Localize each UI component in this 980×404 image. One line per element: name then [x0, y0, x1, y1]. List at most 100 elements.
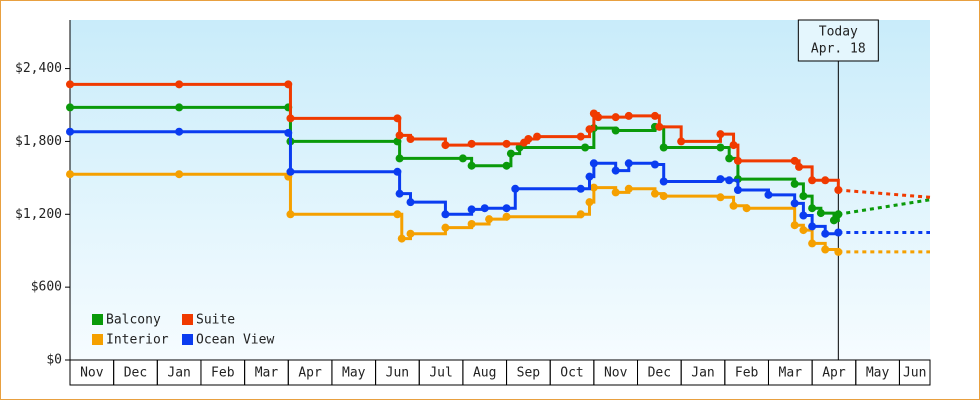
point	[393, 114, 402, 123]
point	[808, 222, 817, 231]
x-tick-label: Jul	[429, 366, 452, 381]
point	[790, 179, 799, 188]
x-tick-label: Mar	[255, 366, 279, 381]
point	[716, 193, 725, 202]
point	[799, 192, 808, 201]
point	[395, 189, 404, 198]
point	[524, 135, 533, 143]
point	[585, 198, 594, 207]
legend-label: Interior	[106, 333, 169, 348]
point	[808, 239, 817, 248]
x-tick-label: May	[342, 366, 366, 381]
point	[502, 204, 511, 213]
x-tick-label: Jan	[691, 366, 714, 381]
point	[286, 210, 295, 219]
point	[406, 229, 415, 238]
point	[393, 210, 402, 219]
point	[502, 161, 511, 170]
point	[284, 80, 293, 89]
today-label: Apr. 18	[811, 42, 866, 57]
point	[816, 209, 825, 218]
legend-label: Suite	[196, 313, 235, 328]
x-tick-label: Jun	[903, 366, 926, 381]
x-tick-label: Sep	[517, 366, 541, 381]
point	[611, 113, 620, 122]
point	[286, 167, 295, 176]
point	[467, 205, 476, 214]
x-tick-label: Aug	[473, 366, 496, 381]
point	[624, 111, 633, 120]
point	[725, 154, 734, 163]
point	[650, 189, 659, 198]
point	[581, 143, 590, 152]
point	[576, 184, 585, 193]
point	[742, 204, 751, 213]
point	[467, 220, 476, 228]
point	[441, 210, 450, 219]
point	[659, 177, 668, 186]
point	[799, 226, 808, 235]
point	[406, 135, 415, 143]
point	[729, 201, 738, 210]
point	[502, 139, 511, 148]
point	[624, 184, 633, 193]
legend-label: Balcony	[106, 313, 161, 328]
point	[506, 149, 515, 158]
point	[585, 125, 594, 134]
month-cell	[898, 359, 931, 386]
point	[655, 122, 664, 131]
point	[66, 80, 74, 89]
point	[611, 188, 620, 197]
point	[576, 210, 585, 219]
y-tick-label: $600	[31, 280, 62, 295]
point	[790, 199, 799, 208]
point	[467, 139, 476, 148]
point	[829, 216, 838, 225]
x-tick-label: Mar	[779, 366, 803, 381]
point	[790, 156, 799, 165]
point	[821, 176, 830, 185]
point	[458, 154, 467, 163]
point	[395, 131, 404, 140]
point	[611, 166, 620, 175]
point	[175, 170, 184, 179]
point	[441, 141, 450, 150]
point	[397, 234, 406, 243]
point	[175, 127, 184, 136]
point	[480, 204, 489, 213]
point	[650, 160, 659, 169]
point	[511, 184, 520, 193]
x-tick-label: Jun	[386, 366, 409, 381]
point	[725, 176, 734, 185]
point	[467, 161, 476, 170]
point	[441, 223, 450, 232]
point	[808, 204, 817, 213]
point	[175, 103, 184, 112]
point	[66, 127, 74, 136]
point	[677, 137, 686, 146]
legend-label: Ocean View	[196, 333, 274, 348]
y-tick-label: $0	[46, 353, 62, 368]
today-box	[797, 19, 879, 62]
point	[790, 221, 799, 230]
point	[716, 175, 725, 184]
legend-swatch	[182, 334, 193, 345]
x-tick-label: Oct	[560, 366, 583, 381]
point	[284, 128, 293, 137]
point	[733, 186, 742, 194]
legend-swatch	[182, 314, 193, 325]
point	[393, 137, 402, 146]
point	[799, 211, 808, 220]
point	[589, 183, 598, 192]
x-tick-label: Feb	[735, 366, 759, 381]
x-tick-label: May	[866, 366, 890, 381]
point	[659, 143, 668, 152]
point	[729, 141, 738, 150]
x-tick-label: Nov	[604, 366, 628, 381]
point	[821, 245, 830, 254]
plot-area	[70, 20, 930, 360]
x-tick-label: Apr	[298, 366, 322, 381]
point	[659, 192, 668, 201]
point	[716, 130, 725, 139]
